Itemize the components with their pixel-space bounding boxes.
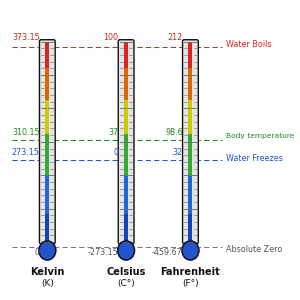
- Text: -273.15: -273.15: [88, 248, 118, 257]
- Text: 310.15: 310.15: [12, 128, 40, 136]
- FancyBboxPatch shape: [40, 40, 55, 244]
- Text: Water Boils: Water Boils: [226, 40, 272, 49]
- Text: 100: 100: [103, 33, 118, 42]
- Bar: [188, 68, 192, 100]
- Text: Body temperature: Body temperature: [226, 133, 294, 139]
- Text: -459.67: -459.67: [152, 248, 183, 257]
- Bar: [45, 134, 50, 176]
- Text: 373.15: 373.15: [12, 33, 40, 42]
- Text: Celsius: Celsius: [106, 267, 146, 278]
- Text: Fahrenheit: Fahrenheit: [160, 267, 220, 278]
- Text: 98.6: 98.6: [165, 128, 183, 136]
- Bar: [188, 214, 192, 242]
- Bar: [188, 41, 192, 68]
- Text: 0: 0: [113, 148, 119, 158]
- Bar: [45, 214, 50, 242]
- Text: 0: 0: [35, 248, 40, 257]
- Text: Absolute Zero: Absolute Zero: [226, 245, 282, 254]
- Text: (K): (K): [41, 279, 54, 288]
- Text: Kelvin: Kelvin: [30, 267, 64, 278]
- Bar: [124, 214, 128, 242]
- Circle shape: [39, 241, 56, 260]
- Bar: [124, 100, 128, 134]
- Bar: [45, 100, 50, 134]
- Bar: [188, 100, 192, 134]
- Bar: [124, 176, 128, 214]
- Bar: [45, 176, 50, 214]
- Bar: [188, 176, 192, 214]
- Bar: [188, 134, 192, 176]
- Bar: [124, 68, 128, 100]
- Text: 212: 212: [168, 33, 183, 42]
- Text: 273.15: 273.15: [12, 148, 40, 158]
- Text: 37: 37: [108, 128, 118, 136]
- Bar: [45, 41, 50, 68]
- FancyBboxPatch shape: [118, 40, 134, 244]
- Text: 32: 32: [173, 148, 183, 158]
- Text: (C°): (C°): [117, 279, 135, 288]
- Text: Water Freezes: Water Freezes: [226, 154, 283, 163]
- Circle shape: [118, 241, 134, 260]
- Bar: [124, 41, 128, 68]
- Bar: [45, 68, 50, 100]
- Bar: [124, 134, 128, 176]
- Text: (F°): (F°): [182, 279, 199, 288]
- FancyBboxPatch shape: [183, 40, 198, 244]
- Circle shape: [182, 241, 199, 260]
